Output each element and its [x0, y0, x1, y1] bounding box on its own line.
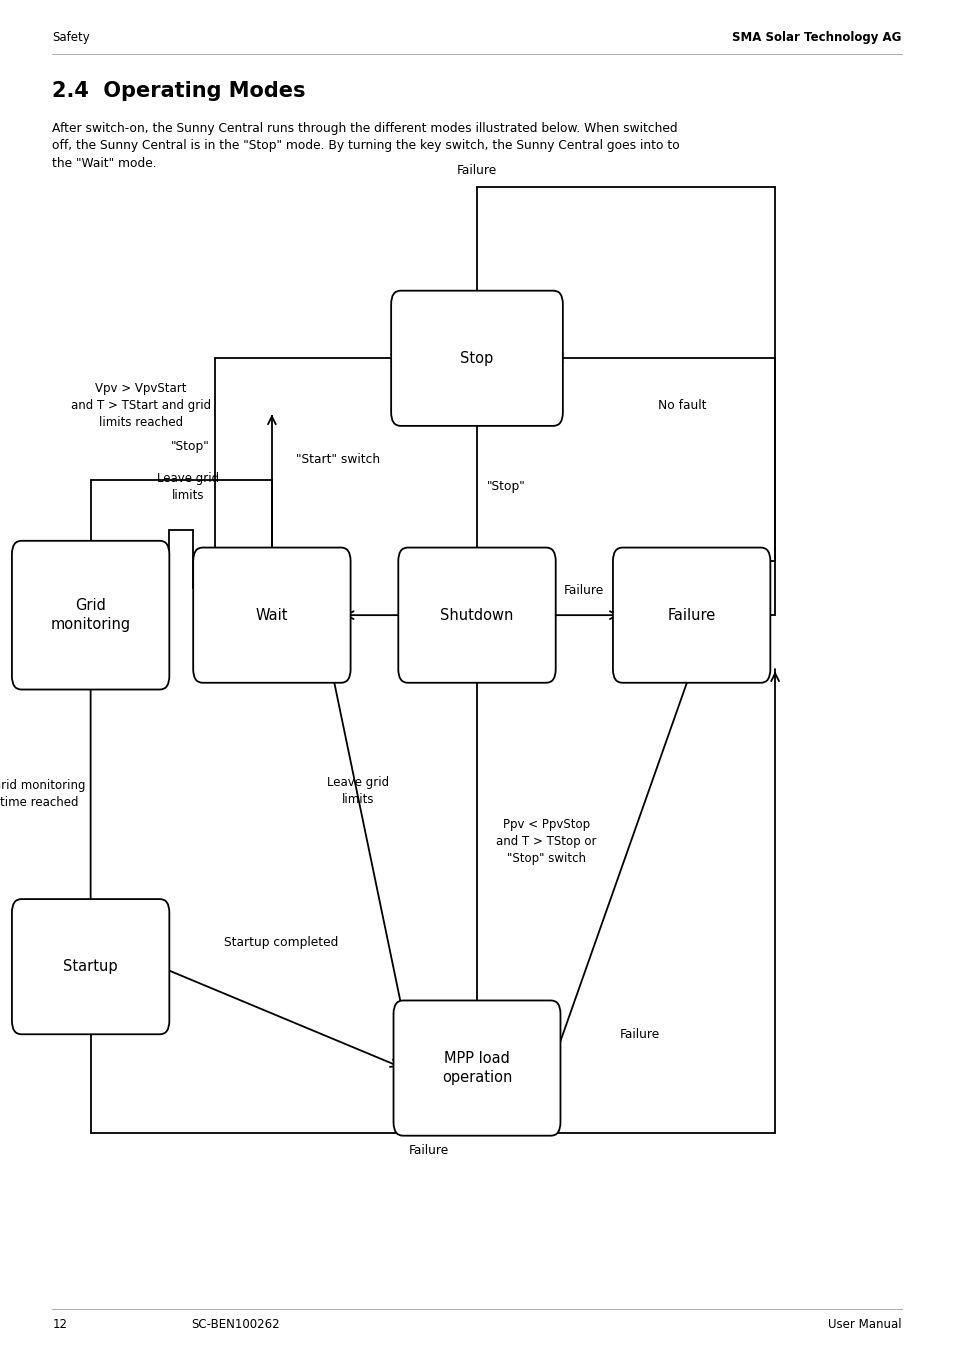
Text: Failure: Failure: [619, 1028, 659, 1041]
Text: 2.4  Operating Modes: 2.4 Operating Modes: [52, 81, 306, 101]
Text: Startup completed: Startup completed: [224, 936, 338, 949]
Text: No fault: No fault: [658, 399, 706, 412]
Text: SMA Solar Technology AG: SMA Solar Technology AG: [731, 31, 901, 45]
FancyBboxPatch shape: [393, 1000, 559, 1136]
Text: Shutdown: Shutdown: [440, 607, 513, 623]
Text: Grid monitoring
time reached: Grid monitoring time reached: [0, 779, 86, 810]
Text: Leave grid
limits: Leave grid limits: [326, 776, 389, 806]
Text: Failure: Failure: [667, 607, 715, 623]
FancyBboxPatch shape: [12, 899, 170, 1034]
Text: After switch-on, the Sunny Central runs through the different modes illustrated : After switch-on, the Sunny Central runs …: [52, 122, 678, 135]
Text: SC-BEN100262: SC-BEN100262: [191, 1318, 279, 1332]
Text: "Stop": "Stop": [486, 480, 525, 493]
Text: Wait: Wait: [255, 607, 288, 623]
Text: off, the Sunny Central is in the "Stop" mode. By turning the key switch, the Sun: off, the Sunny Central is in the "Stop" …: [52, 139, 679, 153]
FancyBboxPatch shape: [12, 541, 170, 690]
Text: Grid
monitoring: Grid monitoring: [51, 599, 131, 631]
Text: 12: 12: [52, 1318, 68, 1332]
Text: Safety: Safety: [52, 31, 91, 45]
Text: Failure: Failure: [563, 584, 604, 598]
Text: "Start" switch: "Start" switch: [295, 453, 379, 466]
Text: Leave grid
limits: Leave grid limits: [156, 472, 219, 502]
Text: Vpv > VpvStart
and T > TStart and grid
limits reached: Vpv > VpvStart and T > TStart and grid l…: [71, 383, 211, 429]
FancyBboxPatch shape: [612, 548, 769, 683]
FancyBboxPatch shape: [398, 548, 555, 683]
Text: MPP load
operation: MPP load operation: [441, 1052, 512, 1084]
Text: Failure: Failure: [409, 1144, 449, 1157]
Text: the "Wait" mode.: the "Wait" mode.: [52, 157, 157, 170]
Text: Stop: Stop: [460, 350, 493, 366]
Text: Startup: Startup: [63, 959, 118, 975]
Text: User Manual: User Manual: [827, 1318, 901, 1332]
FancyBboxPatch shape: [391, 291, 562, 426]
Text: Failure: Failure: [456, 164, 497, 177]
Text: Ppv < PpvStop
and T > TStop or
"Stop" switch: Ppv < PpvStop and T > TStop or "Stop" sw…: [496, 818, 596, 865]
FancyBboxPatch shape: [193, 548, 350, 683]
Text: "Stop": "Stop": [171, 439, 210, 453]
